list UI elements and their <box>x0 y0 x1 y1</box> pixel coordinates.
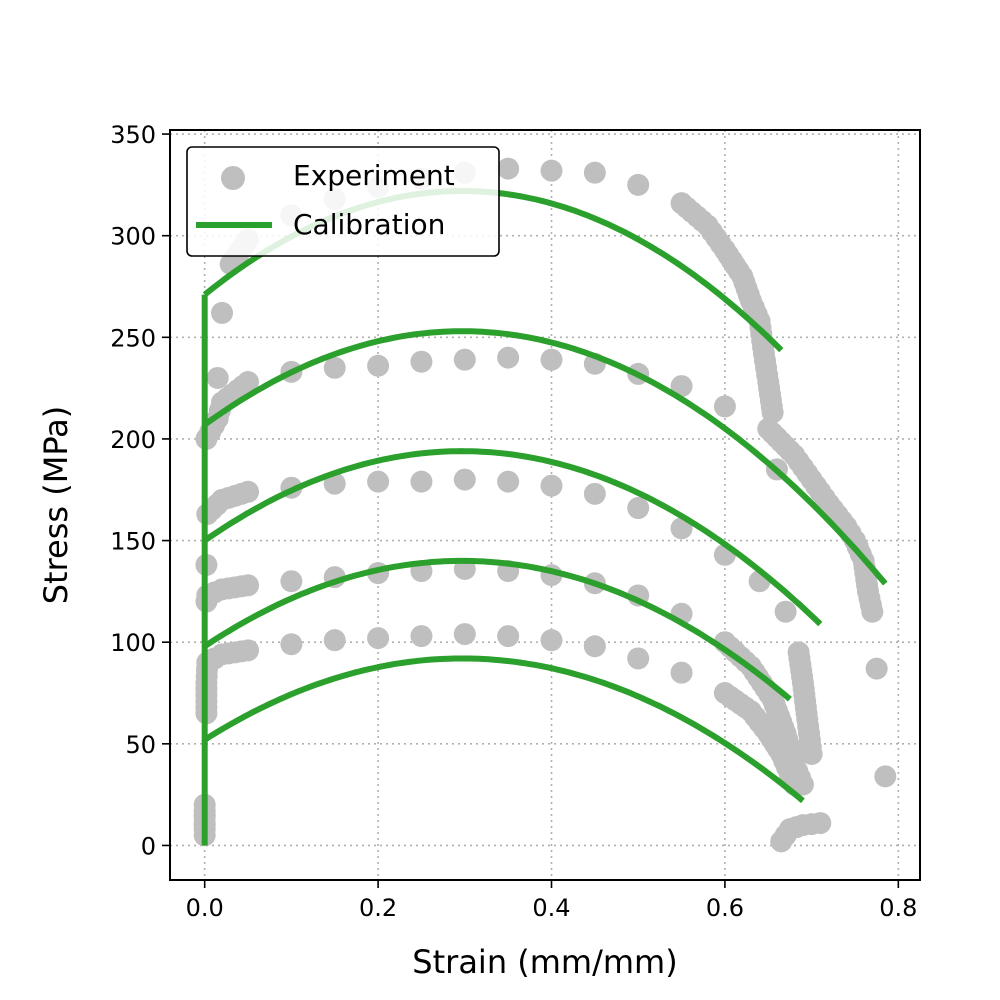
experiment-point <box>453 623 476 646</box>
experiment-point <box>497 470 520 493</box>
experiment-point <box>627 647 650 670</box>
plot-frame <box>169 129 921 881</box>
legend: Experiment Calibration <box>186 146 500 257</box>
experiment-point <box>280 570 303 593</box>
x-tick-label: 0.0 <box>186 894 224 922</box>
calibration-lines <box>201 188 888 846</box>
experiment-point <box>410 350 433 373</box>
experiment-point <box>670 661 693 684</box>
experiment-point <box>791 773 814 796</box>
experiment-point <box>761 401 784 424</box>
experiment-point <box>809 812 832 835</box>
calibration-curve <box>203 655 805 804</box>
experiment-point <box>583 635 606 658</box>
experiment-point <box>497 625 520 648</box>
experiment-point <box>627 497 650 520</box>
experiment-point <box>540 159 563 182</box>
legend-calibration-label: Calibration <box>293 208 445 241</box>
experiment-point <box>237 574 260 597</box>
y-tick-label: 50 <box>125 731 156 759</box>
y-tick-label: 250 <box>110 324 156 352</box>
x-tick-label: 0.6 <box>706 894 744 922</box>
y-tick-label: 150 <box>110 528 156 556</box>
experiment-point <box>280 633 303 656</box>
x-axis-ticks: 0.0 0.2 0.4 0.6 0.8 <box>186 880 917 922</box>
experiment-point <box>367 354 390 377</box>
experiment-point <box>800 742 823 765</box>
experiment-point <box>367 470 390 493</box>
experiment-point <box>497 346 520 369</box>
experiment-point <box>874 765 897 788</box>
legend-experiment-marker <box>221 166 245 190</box>
experiment-point <box>206 366 229 389</box>
experiment-point <box>323 356 346 379</box>
y-tick-label: 0 <box>141 832 156 860</box>
experiment-point <box>237 639 260 662</box>
experiment-point <box>497 157 520 180</box>
legend-box <box>186 146 500 257</box>
y-axis-label: Stress (MPa) <box>37 406 75 605</box>
experiment-point <box>583 161 606 184</box>
experiment-point <box>865 657 888 680</box>
experiment-point <box>540 629 563 652</box>
experiment-point <box>453 348 476 371</box>
experiment-point <box>410 625 433 648</box>
calibration-curve <box>203 557 792 702</box>
experiment-point <box>861 600 884 623</box>
y-axis-ticks: 0 50 100 150 200 250 300 350 <box>110 121 170 860</box>
calibration-curve <box>202 448 823 627</box>
experiment-point <box>670 375 693 398</box>
experiment-point <box>713 395 736 418</box>
x-tick-label: 0.8 <box>879 894 917 922</box>
experiment-point <box>410 470 433 493</box>
experiment-point <box>323 629 346 652</box>
experiment-point <box>453 468 476 491</box>
experiment-points <box>193 157 897 853</box>
experiment-point <box>583 482 606 505</box>
y-tick-label: 200 <box>110 426 156 454</box>
experiment-point <box>540 474 563 497</box>
experiment-point <box>670 517 693 540</box>
y-tick-label: 300 <box>110 223 156 251</box>
y-tick-label: 350 <box>110 121 156 149</box>
y-tick-label: 100 <box>110 629 156 657</box>
experiment-point <box>211 301 234 324</box>
experiment-point <box>237 371 260 394</box>
x-axis-label: Strain (mm/mm) <box>412 943 677 981</box>
experiment-point <box>627 173 650 196</box>
calibration-curve <box>202 328 888 586</box>
experiment-point <box>540 348 563 371</box>
experiment-point <box>774 600 797 623</box>
experiment-point <box>367 627 390 650</box>
x-tick-label: 0.4 <box>532 894 570 922</box>
experiment-point <box>237 480 260 503</box>
x-tick-label: 0.2 <box>359 894 397 922</box>
legend-experiment-label: Experiment <box>293 159 455 192</box>
